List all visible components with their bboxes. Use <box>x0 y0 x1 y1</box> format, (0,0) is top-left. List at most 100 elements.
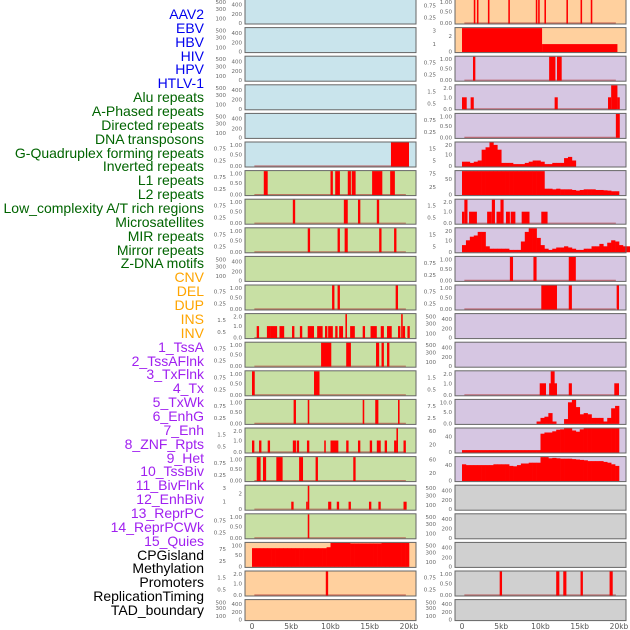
x-tick-label: 5kb <box>494 622 508 630</box>
track-background <box>245 285 416 310</box>
profile-bin <box>361 543 367 567</box>
data-bar <box>462 211 465 224</box>
track-frame <box>244 313 417 340</box>
profile-bin <box>548 432 553 453</box>
profile-bin <box>536 421 541 424</box>
profile-bin <box>583 248 588 253</box>
y-tick-label: 0.0 <box>443 393 452 399</box>
profile-bin <box>599 461 604 482</box>
data-bar <box>491 199 495 224</box>
data-bar <box>357 440 361 453</box>
profile-bin <box>489 465 494 482</box>
data-bar <box>337 285 340 310</box>
track-row: 0 100 200 300 400 500 <box>216 84 417 113</box>
data-bar <box>259 440 262 453</box>
profile-bin <box>575 249 581 253</box>
y-tick-label: 300 <box>426 322 437 328</box>
profile-bin <box>540 161 545 167</box>
y-tick-label: 2.5 <box>427 416 436 422</box>
y-tick-label: 0.25 <box>424 588 437 594</box>
data-bar <box>398 399 400 424</box>
y-tick-label: 0 <box>449 164 453 170</box>
y-tick-label: 500 <box>216 257 227 263</box>
track-label: 9_Het <box>166 449 204 466</box>
profile-bin <box>615 241 620 253</box>
y-tick-label: 1.00 <box>230 372 243 378</box>
track-label: DEL <box>176 283 204 300</box>
data-bar <box>390 171 395 196</box>
y-tick-label: 75 <box>219 547 226 553</box>
profile-bin <box>469 236 475 253</box>
profile-bin <box>540 433 545 453</box>
y-tick-label: 0.50 <box>440 267 453 273</box>
x-tick-label: 10kb <box>321 622 340 630</box>
y-tick-label: 0 <box>449 618 453 624</box>
profile-bin <box>552 189 557 196</box>
track-label: HTLV-1 <box>157 75 204 92</box>
y-tick-label: 0.0 <box>233 450 242 456</box>
y-tick-label: 100 <box>216 74 227 80</box>
profile-bin <box>579 249 584 253</box>
y-tick-label: 0.00 <box>440 307 453 313</box>
data-bar <box>306 501 308 510</box>
y-tick-label: 25 <box>219 559 226 565</box>
data-bar <box>379 228 382 253</box>
track-frame <box>454 398 627 425</box>
profile-bin <box>552 421 557 424</box>
profile-bin <box>603 190 608 196</box>
y-tick-label: 100 <box>426 331 437 337</box>
profile-bin <box>575 431 581 453</box>
y-tick-label: 0 <box>449 479 453 485</box>
track-row: 0.000.250.500.751.00 <box>424 112 627 141</box>
y-tick-label: 3 <box>223 486 227 492</box>
profile-bin <box>603 461 608 482</box>
y-tick-label: 100 <box>216 131 227 137</box>
data-bar <box>307 514 310 539</box>
profile-bin <box>501 162 506 167</box>
profile-bin <box>357 543 363 567</box>
y-tick-label: 2 <box>449 34 453 40</box>
track-label: L1 repeats <box>137 172 204 189</box>
profile-bin <box>583 460 588 482</box>
track-row: 0.000.250.500.751.00 <box>424 284 627 313</box>
profile-bin <box>481 465 486 482</box>
track-frame <box>244 513 417 540</box>
track-label: Z-DNA motifs <box>120 255 204 272</box>
y-tick-label: 200 <box>232 126 243 132</box>
profile-bin <box>489 171 494 196</box>
y-tick-label: 0.00 <box>440 278 453 284</box>
profile-bin <box>481 450 486 453</box>
profile-bin <box>469 465 475 482</box>
data-bar <box>395 285 399 310</box>
track-background <box>245 456 416 482</box>
y-tick-label: 1.00 <box>230 458 243 464</box>
track-row: 0 20 40 60 <box>429 427 627 456</box>
y-tick-label: 10 <box>445 238 452 244</box>
track-row: 0.000.250.500.751.00 <box>424 55 627 84</box>
y-tick-label: 100 <box>232 543 243 549</box>
track-frame <box>244 599 417 622</box>
y-tick-label: 300 <box>216 122 227 128</box>
profile-bin <box>564 419 569 424</box>
track-label-column: AAV2 EBV HBV HIV HPV HTLV-1 Alu repeats A-Phase… <box>0 0 205 630</box>
track-row: 0.0 0.5 1.0 1.5 2.0 <box>217 427 417 456</box>
profile-bin <box>509 450 514 453</box>
profile-bin <box>267 548 272 567</box>
profile-bin <box>489 450 494 453</box>
data-bar <box>487 211 492 224</box>
track-background <box>455 56 626 82</box>
profile-bin <box>548 164 553 167</box>
profile-bin <box>560 162 565 167</box>
profile-bin <box>571 248 577 253</box>
track-frame <box>244 27 417 54</box>
y-tick-label: 1.5 <box>427 89 436 95</box>
y-tick-label: 50 <box>445 177 452 183</box>
track-frame <box>454 456 627 483</box>
profile-bin <box>338 542 343 567</box>
track-background <box>455 285 626 310</box>
profile-bin <box>611 191 616 196</box>
track-row: 0.0 2.5 5.0 7.5 10.0 <box>427 398 627 427</box>
y-tick-label: 300 <box>216 64 227 70</box>
track-frame <box>454 570 627 597</box>
track-row: 0 100 200 300 400 500 <box>216 599 417 624</box>
